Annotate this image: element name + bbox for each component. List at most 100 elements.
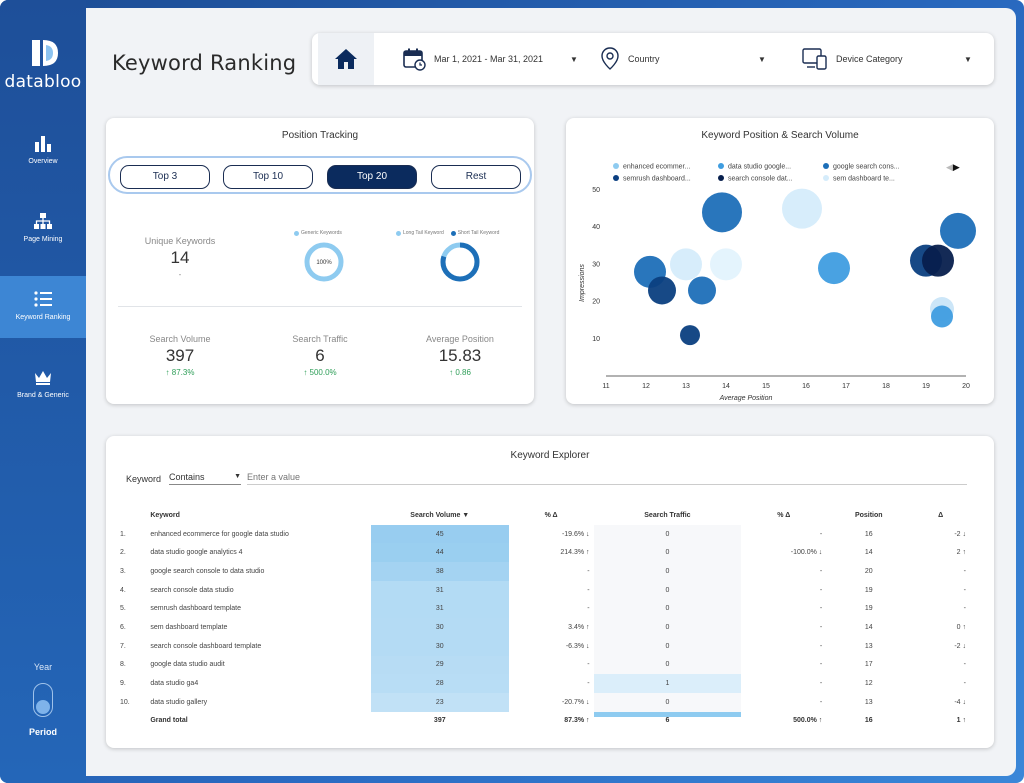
sidebar-item-page-mining[interactable]: Page Mining <box>0 198 86 260</box>
sidebar-item-keyword-ranking[interactable]: Keyword Ranking <box>0 276 86 338</box>
scatter-point <box>931 305 953 328</box>
position-cell: 19 <box>864 586 873 594</box>
legend-label: Short Tail Keyword <box>457 230 500 236</box>
column-header <box>116 506 146 525</box>
sidebar-item-brand-generic[interactable]: Brand & Generic <box>0 354 86 416</box>
tab-top-10[interactable]: Top 10 <box>223 165 313 189</box>
table-row[interactable]: 5. semrush dashboard template 31-0-19- <box>116 599 970 619</box>
search-volume-delta-cell: 214.3% ↑ <box>560 549 590 557</box>
position-tracking-card: Position Tracking Top 3 Top 10 Top 20 Re… <box>106 118 534 404</box>
position-cell: 12 <box>864 680 873 688</box>
home-button[interactable] <box>318 33 374 85</box>
page-title: Keyword Ranking <box>112 51 297 75</box>
row-number: 3. <box>120 567 126 575</box>
search-traffic-cell: 0 <box>593 618 742 637</box>
legend-label: data studio google... <box>728 164 791 171</box>
search-traffic-delta-cell: -100.0% ↓ <box>790 549 823 557</box>
table-row[interactable]: 9. data studio ga4 28-1-12- <box>116 674 970 693</box>
sidebar-item-overview[interactable]: Overview <box>0 120 86 182</box>
search-volume-delta-cell: -6.3% ↓ <box>565 642 590 650</box>
position-delta-cell: - <box>963 605 966 613</box>
search-traffic-value: 6 <box>315 346 325 365</box>
filter-operator-select[interactable]: Contains ▼ <box>169 472 242 485</box>
device-category-label: Device Category <box>836 54 903 64</box>
position-delta-cell: 2 ↑ <box>956 549 966 557</box>
sidebar-item-label: Keyword Ranking <box>15 314 71 321</box>
table-row[interactable]: 4. search console data studio 31-0-19- <box>116 580 970 600</box>
keyword-cell: semrush dashboard template <box>150 605 242 613</box>
scatter-point <box>648 276 676 305</box>
x-tick-label: 15 <box>762 383 770 390</box>
column-header[interactable]: Δ <box>938 511 944 519</box>
tab-rest[interactable]: Rest <box>431 165 521 189</box>
brand-logo[interactable]: databloo <box>0 36 86 92</box>
search-volume-value: 397 <box>165 346 195 365</box>
year-period-toggle[interactable] <box>33 683 53 717</box>
x-tick-label: 17 <box>842 383 850 390</box>
search-volume-cell: 23 <box>370 692 509 712</box>
search-volume-cell: 44 <box>370 543 509 563</box>
search-volume-delta-cell: - <box>587 680 590 688</box>
search-volume-delta-cell: - <box>587 586 590 594</box>
legend-swatch <box>718 175 724 181</box>
search-volume-cell: 31 <box>370 599 509 619</box>
country-filter[interactable]: Country ▼ <box>600 33 770 85</box>
donut-arc-short-tail <box>440 242 480 282</box>
table-row[interactable]: 7. search console dashboard template 30 -6.… <box>116 636 970 656</box>
column-header[interactable]: Keyword <box>150 511 180 519</box>
search-traffic-cell: 0 <box>593 543 742 563</box>
search-traffic-delta-cell: - <box>819 605 823 613</box>
table-row[interactable]: 1. enhanced ecommerce for google data stu… <box>116 524 970 544</box>
row-number: 4. <box>120 586 126 594</box>
legend-prev-icon[interactable]: ◀ <box>946 162 953 172</box>
crown-icon <box>35 371 51 385</box>
column-header[interactable]: Search Traffic <box>644 511 691 519</box>
legend-label: search console dat... <box>728 176 793 183</box>
search-traffic-delta-cell: - <box>819 567 823 575</box>
column-header[interactable]: Position <box>854 511 883 519</box>
search-volume-label: Search Volume <box>149 334 211 344</box>
tab-top-20[interactable]: Top 20 <box>327 165 417 189</box>
scatter-point <box>688 276 716 305</box>
filter-value-input[interactable] <box>247 472 968 485</box>
table-row[interactable]: 8. google data studio audit 29-0-17- <box>116 655 970 675</box>
keyword-table: Keyword Search Volume ▼ % Δ Search Traffic%… <box>116 506 970 731</box>
search-traffic-label: Search Traffic <box>292 334 348 344</box>
average-position-label: Average Position <box>426 334 494 344</box>
average-position-delta: ↑ 0.86 <box>449 368 471 377</box>
search-traffic-delta-cell: - <box>819 623 823 631</box>
table-row[interactable]: 3. google search console to data studio 38… <box>116 562 970 581</box>
column-header[interactable]: % Δ <box>544 511 558 519</box>
search-volume-delta-cell: -20.7% ↓ <box>561 698 590 706</box>
tail-keywords-donut <box>440 242 480 282</box>
keyword-cell: search console dashboard template <box>150 642 262 650</box>
chevron-down-icon: ▼ <box>758 54 766 64</box>
search-traffic-delta-cell: - <box>819 680 823 688</box>
row-number: 1. <box>120 530 126 538</box>
brand-name: databloo <box>4 72 82 92</box>
column-header[interactable]: % Δ <box>777 511 791 519</box>
search-volume-delta-cell: - <box>587 661 590 669</box>
legend-swatch <box>613 163 619 169</box>
row-number: 10. <box>120 698 130 706</box>
table-row[interactable]: 2. data studio google analytics 4 44 214.3%… <box>116 543 970 563</box>
scatter-point <box>940 212 976 249</box>
tab-top-3[interactable]: Top 3 <box>120 165 210 189</box>
x-tick-label: 12 <box>642 383 650 390</box>
device-category-filter[interactable]: Device Category ▼ <box>802 33 982 85</box>
search-volume-cell: 38 <box>370 562 509 581</box>
y-axis-label: Impressions <box>579 264 586 302</box>
legend-swatch <box>396 230 401 236</box>
date-range-picker[interactable]: Mar 1, 2021 - Mar 31, 2021 ▼ <box>402 33 582 85</box>
average-position-value: 15.83 <box>438 346 482 365</box>
x-tick-label: 11 <box>602 383 609 390</box>
search-traffic-delta: ↑ 500.0% <box>303 368 337 377</box>
column-header[interactable]: Search Volume ▼ <box>410 511 470 519</box>
legend-label: Generic Keywords <box>301 230 342 236</box>
legend-swatch <box>823 175 829 181</box>
legend-label: semrush dashboard... <box>623 176 691 183</box>
legend-next-icon[interactable]: ▶ <box>952 162 960 172</box>
table-row[interactable]: 6. sem dashboard template 30 3.4% ↑ 0 - 14 0 ↑ <box>116 618 970 637</box>
search-traffic-delta-cell: - <box>819 530 823 538</box>
table-row[interactable]: 10. data studio gallery 23 -20.7% ↓ 0 - 13 -4 ↓ <box>116 692 970 712</box>
